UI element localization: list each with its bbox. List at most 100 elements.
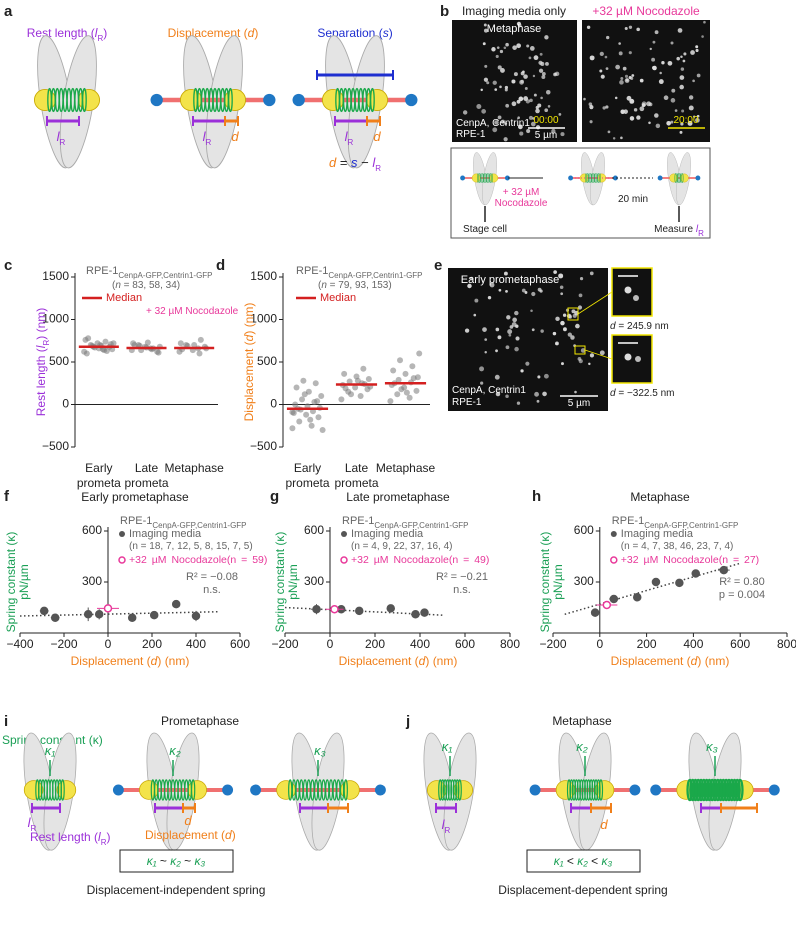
fluorescent-spot — [537, 375, 541, 379]
fluorescent-spot — [696, 114, 700, 118]
data-point — [102, 338, 109, 345]
fluorescent-spot — [560, 132, 565, 137]
data-point — [308, 422, 315, 429]
x-axis-label-part: d — [691, 654, 698, 668]
spring-coil — [455, 779, 460, 801]
x-tick-label: 0 — [327, 637, 334, 651]
data-point — [602, 600, 612, 610]
relation-box — [526, 849, 641, 873]
fluorescent-spot — [464, 328, 470, 333]
displacement-label: d — [231, 129, 239, 144]
fluorescent-spot — [536, 399, 540, 403]
fluorescent-spot — [495, 349, 498, 353]
pole — [568, 175, 574, 181]
equation-part: − — [358, 155, 373, 170]
fluorescent-spot — [578, 293, 583, 298]
data-point — [409, 363, 416, 370]
pole — [612, 175, 618, 181]
equation-part: = — [336, 155, 351, 170]
y-tick-label: 1000 — [42, 312, 69, 326]
fluorescent-spot — [504, 122, 508, 125]
data-point — [293, 384, 300, 391]
fluorescent-spot — [498, 288, 502, 292]
y-tick-label-part: −500 — [250, 439, 277, 453]
fluorescent-spot — [523, 74, 528, 79]
spring-coil — [588, 779, 594, 801]
fluorescent-spot — [562, 313, 567, 317]
chart-title: Late prometaphase — [346, 490, 450, 504]
x-tick-label: 200 — [142, 637, 162, 651]
y-tick-label: 500 — [257, 354, 277, 368]
chromosome — [650, 732, 780, 851]
fluorescent-spot — [517, 116, 520, 120]
x-tick-label-part: 400 — [186, 637, 206, 651]
fluorescent-spot — [683, 52, 687, 56]
pole — [695, 175, 701, 181]
y-tick-label-part: 600 — [304, 523, 324, 537]
fluorescent-spot — [476, 104, 482, 109]
spring-coil — [447, 779, 453, 801]
relation-part: < — [588, 854, 602, 868]
panel-label-part: d — [216, 257, 225, 274]
micrograph — [448, 268, 608, 411]
pole — [460, 175, 466, 181]
panel-label-part: j — [405, 713, 410, 730]
chromosome — [657, 152, 701, 206]
data-point — [390, 367, 397, 374]
data-point — [300, 377, 307, 384]
spring-coil — [490, 173, 493, 183]
fluorescent-spot — [505, 290, 508, 293]
stat-label: R² = 0.80 — [719, 576, 765, 588]
fluorescent-spot — [589, 120, 593, 124]
spring-coil — [681, 173, 684, 183]
fluorescent-spot — [545, 89, 551, 95]
caption-part: Displacement-dependent spring — [498, 883, 667, 897]
fluorescent-spot — [544, 108, 549, 113]
legend-label-part: Median — [106, 292, 142, 304]
fluorescent-spot — [517, 124, 523, 130]
fluorescent-spot — [605, 105, 609, 109]
data-point — [314, 398, 321, 405]
fluorescent-spot — [532, 117, 535, 120]
drug-label: Nocodazole — [495, 198, 548, 209]
n-note-part: n — [321, 280, 327, 291]
fluorescent-spot — [692, 115, 696, 118]
stain-label: CenpA, Centrin1 — [456, 118, 530, 129]
stat-label: p = 0.004 — [719, 589, 765, 601]
x-tick-label-part: 200 — [637, 637, 657, 651]
fluorescent-spot — [515, 336, 520, 341]
kappa: κ₃ — [314, 743, 326, 758]
relation-part: ~ — [181, 854, 195, 868]
data-point — [196, 350, 203, 357]
fluorescent-spot — [679, 84, 684, 90]
fluorescent-spot — [539, 52, 543, 56]
fluorescent-spot — [487, 295, 492, 300]
legend-label: Median — [320, 292, 356, 304]
fluorescent-spot — [505, 103, 510, 108]
legend-label: +32 µM Nocodazole(n = 59) — [129, 554, 267, 566]
schematic-title-part: l — [95, 26, 98, 40]
fluorescent-spot — [500, 119, 506, 124]
rest-length-label-part: l — [345, 129, 349, 144]
y-axis-label: pN/µm — [286, 564, 300, 600]
spot — [624, 353, 632, 361]
spring-coil — [452, 779, 457, 801]
spot — [624, 286, 632, 294]
spring-coil — [596, 779, 601, 801]
fluorescent-spot — [575, 323, 580, 329]
image-title-part: Imaging media only — [462, 4, 566, 18]
pole — [650, 784, 662, 796]
fluorescent-spot — [504, 88, 508, 92]
displacement-label: d — [184, 813, 192, 828]
x-tick-label-part: 800 — [777, 637, 796, 651]
spring-coil — [191, 779, 196, 801]
y-axis-label-part: Spring constant (κ) — [273, 532, 287, 633]
fluorescent-spot — [577, 357, 582, 361]
data-point — [402, 370, 409, 377]
panel-label-part: i — [4, 713, 8, 730]
stain-label: CenpA, Centrin1 — [452, 385, 526, 396]
x-tick-label-part: −200 — [539, 637, 566, 651]
fluorescent-spot — [679, 75, 685, 80]
fluorescent-spot — [628, 51, 632, 55]
fluorescent-spot — [588, 102, 593, 107]
